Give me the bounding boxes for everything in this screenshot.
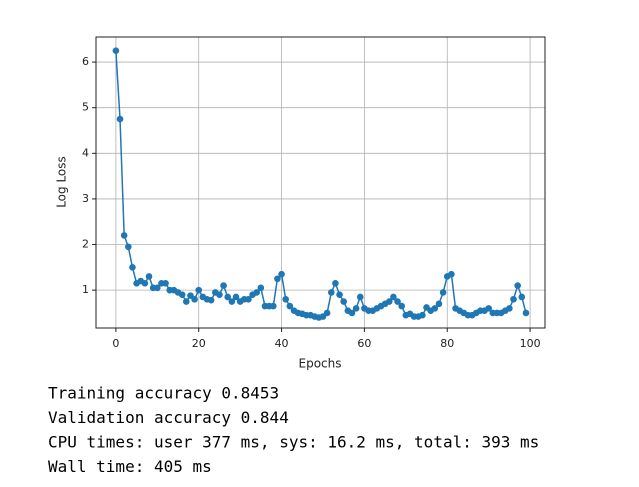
y-tick-label: 1 — [82, 283, 89, 296]
x-tick-label: 100 — [520, 337, 541, 350]
data-point — [178, 291, 186, 299]
data-point — [522, 309, 530, 317]
y-axis-label: Log Loss — [55, 156, 69, 208]
data-point — [514, 282, 521, 289]
data-point — [419, 311, 426, 319]
data-point — [282, 295, 290, 303]
data-point — [356, 293, 364, 301]
data-point — [125, 243, 132, 251]
data-point — [145, 273, 153, 280]
data-point — [390, 293, 397, 301]
x-tick-label: 60 — [357, 337, 371, 350]
y-tick-label: 6 — [82, 55, 89, 68]
data-point — [518, 293, 526, 301]
data-point — [398, 302, 405, 310]
data-point — [323, 309, 331, 317]
data-point — [224, 293, 232, 301]
data-point — [385, 298, 393, 305]
data-point — [129, 264, 136, 271]
data-point — [274, 275, 281, 283]
data-point — [195, 286, 203, 294]
data-point — [485, 305, 492, 312]
data-point — [286, 302, 294, 310]
data-point — [162, 280, 169, 287]
data-point — [340, 298, 347, 305]
x-tick-label: 80 — [440, 337, 454, 350]
data-point — [112, 47, 120, 54]
data-point — [245, 295, 252, 303]
data-point — [336, 291, 343, 299]
data-point — [348, 309, 356, 317]
data-point — [510, 295, 517, 303]
data-point — [332, 280, 339, 287]
data-point — [327, 289, 335, 296]
data-line — [115, 50, 527, 319]
x-tick-label: 20 — [192, 337, 206, 350]
data-point — [439, 289, 447, 296]
x-axis-label: Epochs — [299, 357, 342, 371]
plot-frame — [95, 36, 546, 329]
data-point — [431, 305, 439, 312]
data-point — [228, 298, 236, 305]
data-point — [116, 115, 124, 123]
data-point — [216, 291, 223, 299]
data-point — [278, 270, 285, 278]
data-point — [352, 305, 360, 312]
data-point — [154, 284, 161, 292]
x-tick-label: 0 — [112, 337, 119, 350]
y-tick-label: 4 — [82, 146, 89, 159]
output-line: Wall time: 405 ms — [48, 457, 212, 476]
data-point — [257, 284, 265, 292]
data-point — [448, 270, 455, 278]
output-line: Validation accuracy 0.844 — [48, 408, 289, 427]
data-point — [182, 298, 190, 305]
data-point — [191, 295, 198, 303]
y-tick-label: 5 — [82, 101, 89, 114]
data-point — [394, 298, 401, 305]
data-point — [506, 305, 513, 312]
data-point — [120, 232, 128, 239]
data-point — [141, 280, 149, 287]
y-tick-label: 3 — [82, 192, 89, 205]
output-line: CPU times: user 377 ms, sys: 16.2 ms, to… — [48, 433, 539, 452]
data-point — [253, 289, 261, 296]
data-point — [435, 300, 443, 308]
data-point — [220, 282, 227, 289]
y-tick-label: 2 — [82, 238, 89, 251]
data-point — [207, 296, 215, 304]
data-point — [232, 293, 240, 301]
output-line: Training accuracy 0.8453 — [48, 384, 279, 403]
data-point — [269, 302, 277, 310]
x-tick-label: 40 — [275, 337, 289, 350]
